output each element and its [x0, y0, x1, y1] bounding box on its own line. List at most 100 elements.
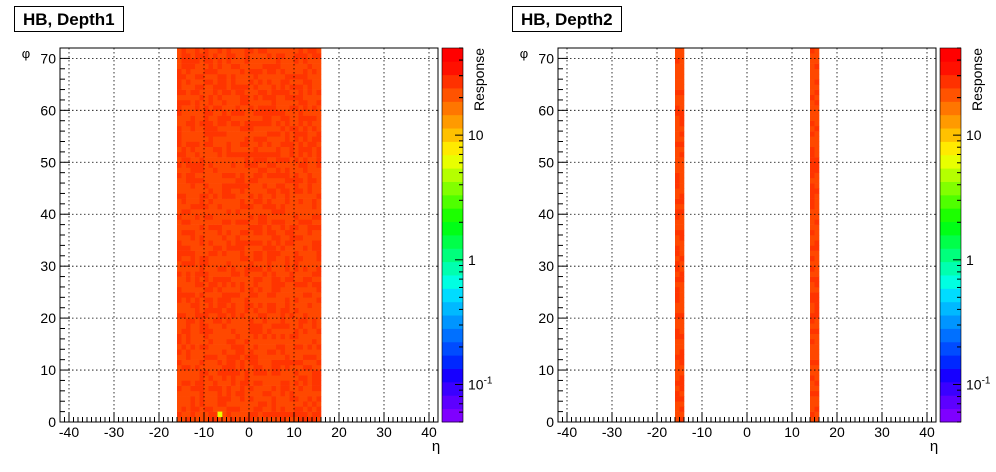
heatmap-cell [226, 276, 232, 283]
heatmap-cell [235, 349, 241, 355]
heatmap-cell [204, 110, 209, 116]
heatmap-cell [231, 84, 236, 90]
heatmap-cell [312, 229, 317, 236]
heatmap-cell [258, 73, 263, 80]
heatmap-cell [285, 333, 290, 340]
heatmap-cell [222, 281, 227, 288]
heatmap-cell [312, 396, 317, 402]
heatmap-cell [217, 157, 223, 163]
heatmap-cell [208, 250, 214, 257]
heatmap-cell [280, 333, 286, 340]
heatmap-cell [307, 183, 313, 189]
heatmap-cell [186, 333, 191, 340]
heatmap-cell [679, 125, 685, 132]
heatmap-cell [276, 48, 281, 54]
heatmap-cell [810, 193, 815, 199]
heatmap-cell [217, 401, 223, 407]
heatmap-cell [226, 323, 232, 329]
heatmap-cell [213, 141, 218, 147]
heatmap-cell [199, 48, 205, 54]
heatmap-cell [186, 193, 191, 199]
heatmap-cell [226, 188, 232, 194]
heatmap-cell [289, 73, 295, 80]
heatmap-cell [249, 172, 254, 179]
heatmap-cell [181, 255, 187, 262]
heatmap-cell [190, 266, 196, 272]
heatmap-cell [217, 53, 223, 59]
heatmap-cell [253, 110, 259, 116]
heatmap-cell [217, 359, 223, 366]
heatmap-cell [181, 131, 187, 137]
heatmap-cell [285, 271, 290, 277]
heatmap-cell [258, 292, 263, 298]
heatmap-cell [262, 68, 268, 75]
heatmap-cell [271, 401, 277, 407]
heatmap-cell [190, 224, 196, 231]
heatmap-cell [222, 245, 227, 251]
heatmap-cell [285, 53, 290, 59]
heatmap-cell [195, 250, 200, 257]
heatmap-cell [267, 193, 272, 199]
heatmap-cell [249, 229, 254, 236]
heatmap-cell [249, 125, 254, 132]
heatmap-cell [316, 297, 322, 303]
heatmap-cell [177, 307, 182, 314]
heatmap-cell [316, 89, 322, 96]
heatmap-cell [312, 89, 317, 96]
heatmap-cell [235, 385, 241, 392]
heatmap-cell [271, 266, 277, 272]
heatmap-cell [222, 328, 227, 334]
heatmap-cell [226, 151, 232, 158]
heatmap-cell [814, 167, 820, 173]
heatmap-cell [814, 385, 820, 392]
heatmap-cell [679, 58, 685, 64]
heatmap-cell [199, 188, 205, 194]
heatmap-cell [285, 183, 290, 189]
heatmap-cell [226, 390, 232, 397]
heatmap-cell [271, 172, 277, 179]
heatmap-cell [253, 188, 259, 194]
heatmap-cell [312, 224, 317, 231]
color-palette [442, 48, 463, 423]
panel-title-depth2: HB, Depth2 [512, 6, 622, 32]
heatmap-cell [298, 115, 304, 122]
heatmap-cell [190, 286, 196, 293]
heatmap-cell [258, 157, 263, 163]
heatmap-cell [814, 390, 820, 397]
heatmap-cell [276, 105, 281, 111]
heatmap-cell [231, 193, 236, 199]
heatmap-cell [244, 250, 250, 257]
palette-bin [442, 74, 463, 89]
heatmap-cell [810, 385, 815, 392]
heatmap-cell [222, 229, 227, 236]
heatmap-cell [231, 151, 236, 158]
heatmap-cell [213, 323, 218, 329]
heatmap-cell [195, 255, 200, 262]
heatmap-cell [312, 151, 317, 158]
heatmap-cell [213, 385, 218, 392]
heatmap-cell [235, 193, 241, 199]
heatmap-cell [276, 177, 281, 184]
heatmap-cell [316, 385, 322, 392]
heatmap-cell [276, 323, 281, 329]
palette-bin [442, 88, 463, 102]
heatmap-cell [249, 401, 254, 407]
heatmap-cell [204, 416, 209, 423]
x-tick-label: -40 [59, 424, 79, 440]
heatmap-cell [199, 281, 205, 288]
heatmap-cell [258, 344, 263, 350]
x-tick-label: 30 [874, 424, 890, 440]
heatmap-cell [231, 276, 236, 283]
heatmap-cell [253, 396, 259, 402]
heatmap-cell [810, 370, 815, 376]
heatmap-cell [244, 48, 250, 54]
heatmap-cell [316, 115, 322, 122]
heatmap-cell [298, 255, 304, 262]
heatmap-cell [307, 354, 313, 360]
heatmap-cell [190, 146, 196, 153]
heatmap-cell [195, 390, 200, 397]
heatmap-cell [679, 286, 685, 293]
heatmap-cell [199, 136, 205, 142]
heatmap-cell [195, 125, 200, 132]
heatmap-cell [249, 183, 254, 189]
